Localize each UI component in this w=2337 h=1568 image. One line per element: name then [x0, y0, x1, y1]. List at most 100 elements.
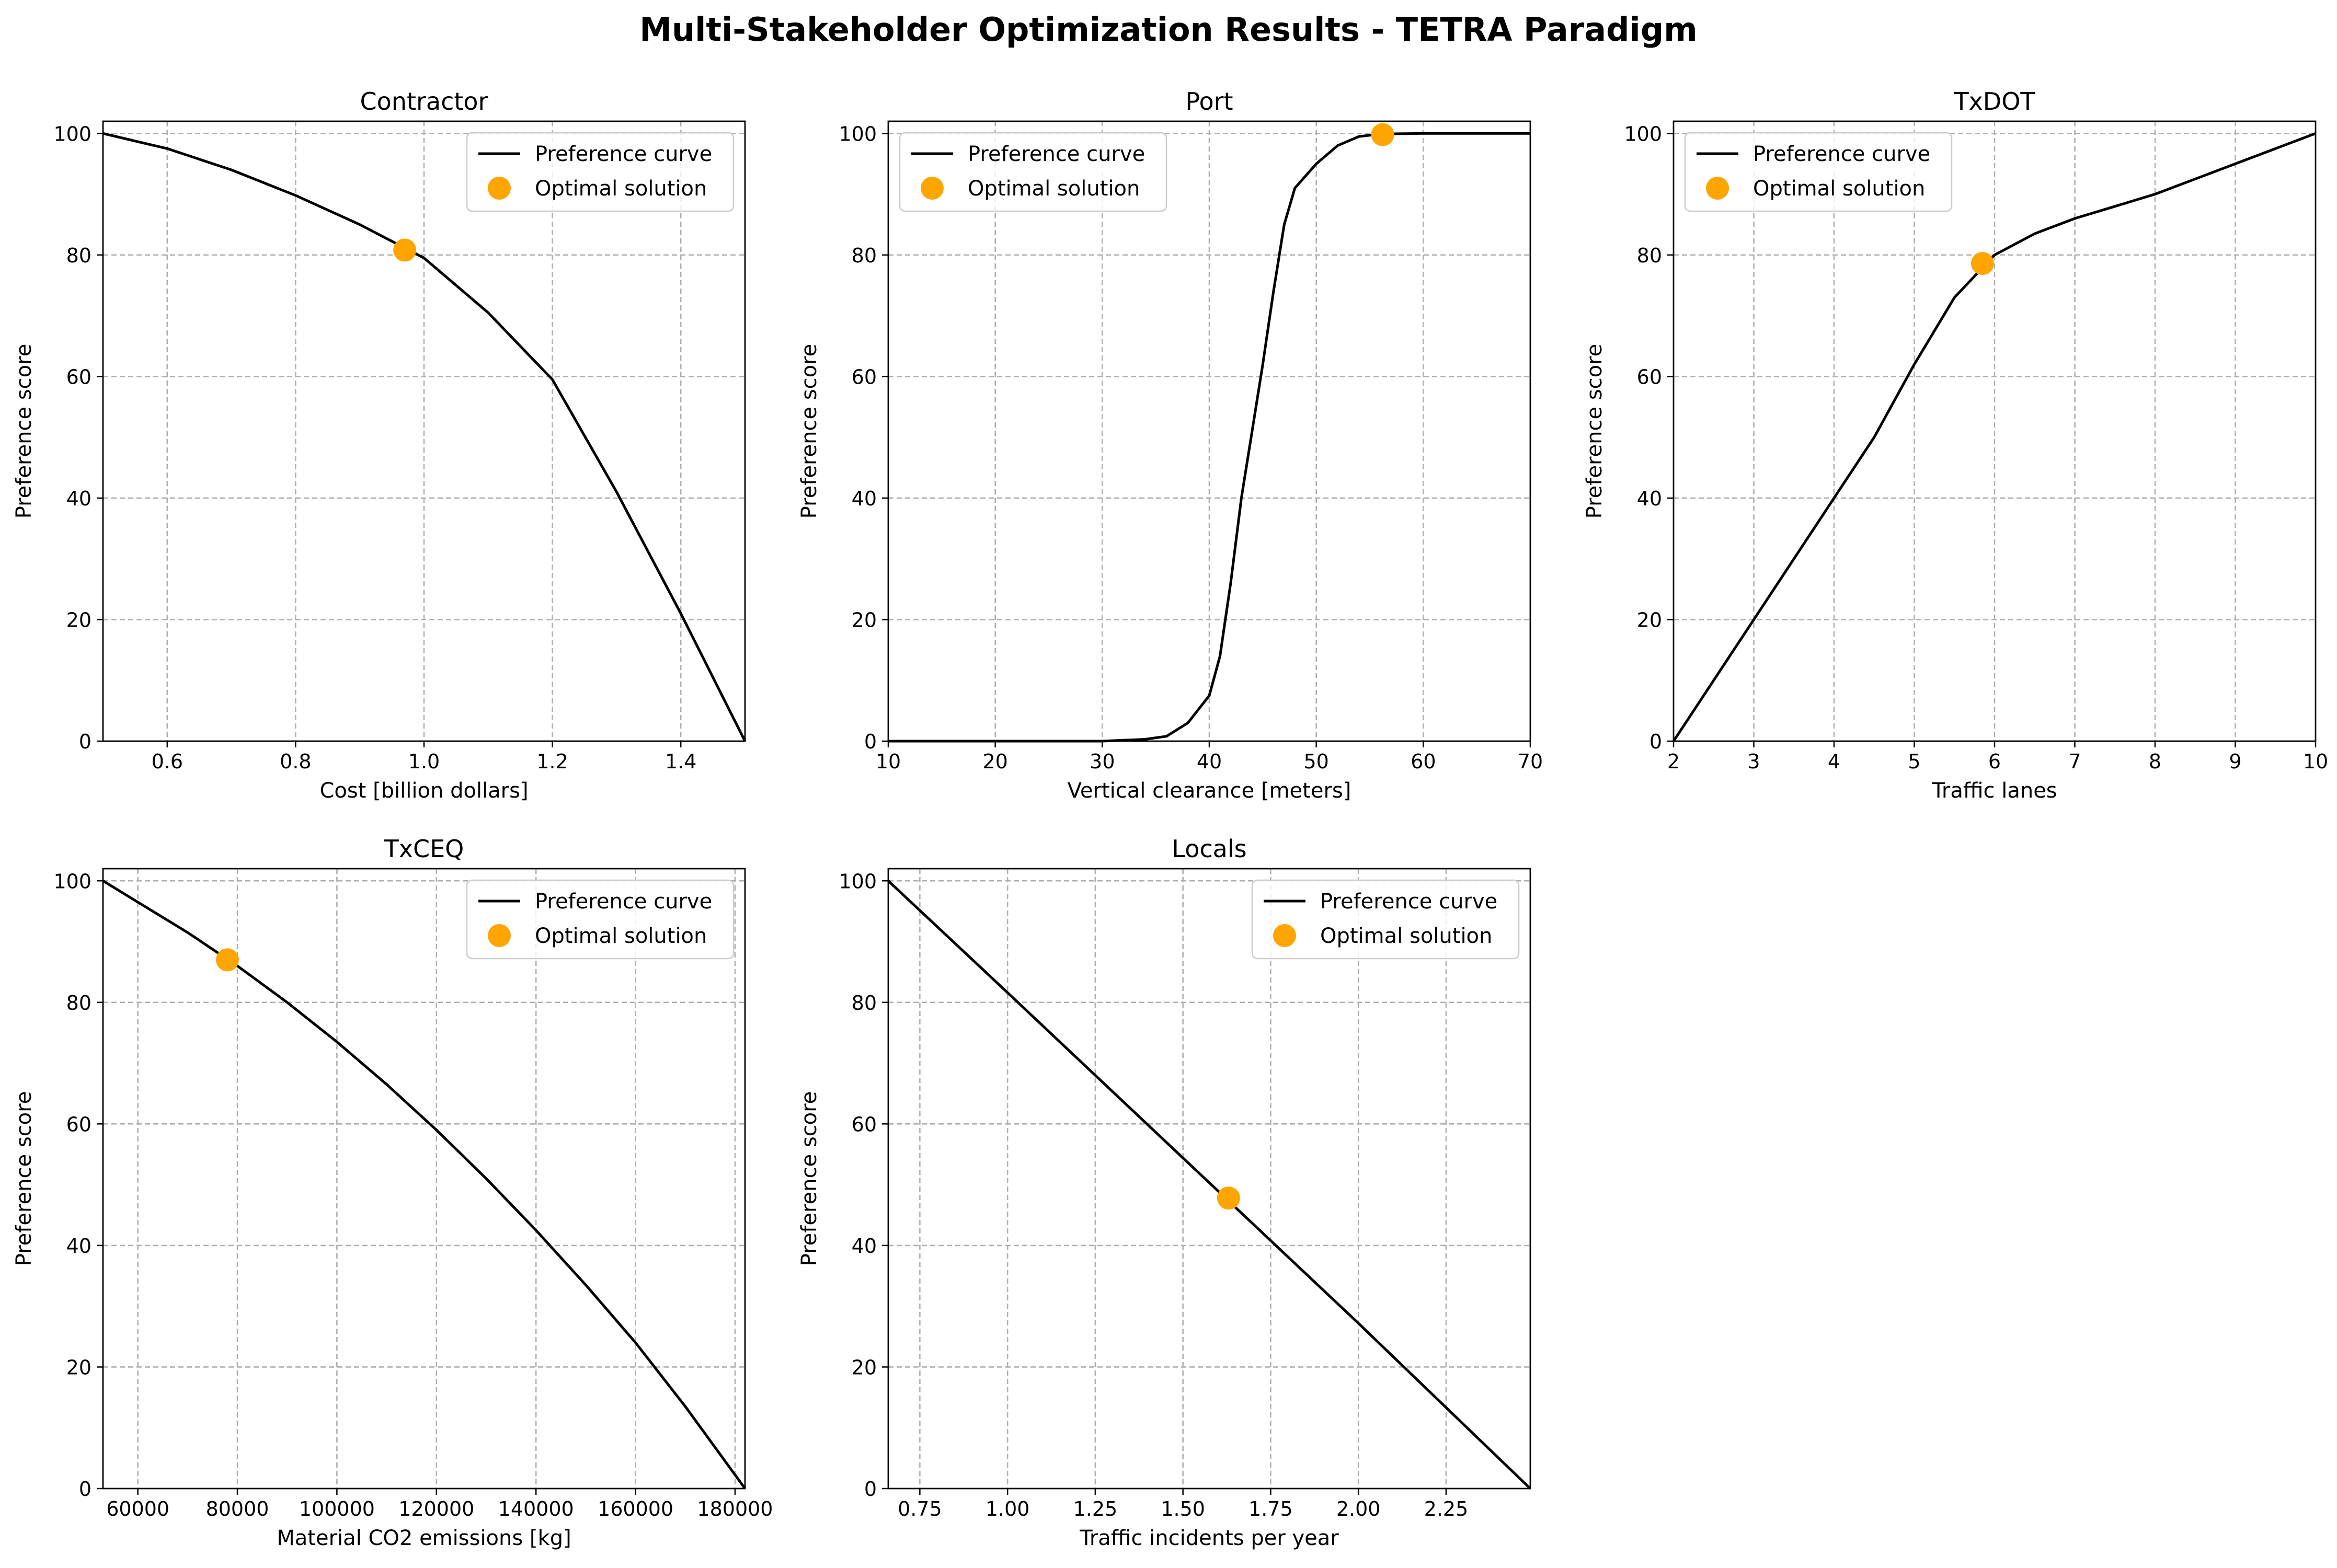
- legend: Preference curve Optimal solution: [1684, 132, 1953, 212]
- x-tick-label: 3: [1747, 750, 1760, 773]
- x-tick-label: 1.0: [408, 750, 440, 773]
- y-tick-label: 60: [1637, 365, 1662, 388]
- panel-title: TxDOT: [1953, 87, 2035, 116]
- x-tick-label: 120000: [398, 1497, 474, 1520]
- y-tick-label: 20: [66, 1356, 91, 1379]
- preference-curve-line: [887, 880, 1531, 1490]
- y-axis-label: Preference score: [12, 344, 36, 519]
- y-tick-label: 40: [852, 1235, 877, 1258]
- legend: Preference curve Optimal solution: [466, 132, 735, 212]
- legend-point-swatch: [1706, 177, 1729, 200]
- y-tick-label: 60: [66, 365, 91, 388]
- panel-locals: 0.75 1.00 1.25 1.50 1.75 2.00 2.25 0 20 40 60 80 100…: [797, 835, 1531, 1550]
- legend: Preference curve Optimal solution: [466, 879, 735, 960]
- legend-point-swatch: [488, 177, 511, 200]
- y-tick-label: 100: [53, 122, 91, 145]
- x-axis-label: Vertical clearance [meters]: [1068, 779, 1351, 803]
- legend-point-label: Optimal solution: [968, 177, 1140, 201]
- y-tick-label: 60: [852, 1113, 877, 1136]
- x-tick-label: 2.25: [1424, 1497, 1469, 1520]
- optimal-solution-point: [1217, 1186, 1240, 1210]
- x-tick-label: 7: [2068, 750, 2081, 773]
- y-tick-label: 80: [852, 244, 877, 267]
- legend-box: [1251, 879, 1520, 960]
- legend-point-label: Optimal solution: [1320, 924, 1492, 948]
- x-tick-label: 40: [1197, 750, 1222, 773]
- axes-frame: [102, 120, 746, 742]
- legend: Preference curve Optimal solution: [899, 132, 1167, 212]
- x-tick-label: 1.4: [665, 750, 696, 773]
- x-axis-label: Cost [billion dollars]: [319, 779, 528, 803]
- panel-title: Port: [1185, 87, 1233, 116]
- x-tick-label: 1.50: [1161, 1497, 1205, 1520]
- legend-point-swatch: [488, 924, 511, 947]
- figure-title: Multi-Stakeholder Optimization Results -…: [639, 10, 1697, 49]
- x-tick-label: 0.6: [152, 750, 183, 773]
- x-tick-label: 80000: [206, 1497, 269, 1520]
- axes-frame: [1672, 120, 2317, 742]
- x-tick-label: 0.8: [280, 750, 311, 773]
- x-tick-label: 1.25: [1073, 1497, 1118, 1520]
- panels: 0.6 0.8 1.0 1.2 1.4020406080100ContractorCos…: [12, 87, 2328, 1550]
- x-tick-label: 100000: [299, 1497, 375, 1520]
- panel-title: TxCEQ: [384, 835, 464, 863]
- legend-point-label: Optimal solution: [535, 924, 707, 948]
- x-tick-label: 5: [1908, 750, 1920, 773]
- y-tick-label: 80: [1637, 244, 1662, 267]
- axes-frame: [102, 868, 746, 1490]
- y-tick-label: 40: [66, 1235, 91, 1258]
- x-tick-label: 6: [1988, 750, 2001, 773]
- preference-curve-line: [888, 132, 1530, 743]
- x-tick-label: 60000: [106, 1497, 169, 1520]
- legend-curve-label: Preference curve: [535, 890, 712, 914]
- x-tick-label: 20: [982, 750, 1007, 773]
- legend-box: [899, 132, 1167, 212]
- x-tick-label: 70: [1518, 750, 1543, 773]
- legend-point-label: Optimal solution: [1753, 177, 1925, 201]
- legend-box: [466, 132, 735, 212]
- panel-title: Locals: [1172, 835, 1246, 863]
- y-tick-label: 0: [79, 1478, 91, 1501]
- panel-port: 10 20 30 40 50 60 70 0 20 40 60 80 100 Port Vertical c…: [797, 87, 1543, 803]
- x-tick-label: 1.2: [536, 750, 568, 773]
- x-tick-label: 30: [1090, 750, 1115, 773]
- x-tick-label: 2.00: [1336, 1497, 1381, 1520]
- preference-curve-line: [102, 880, 747, 1490]
- y-tick-label: 0: [864, 1478, 877, 1501]
- y-tick-label: 0: [79, 730, 91, 753]
- x-tick-label: 10: [876, 750, 901, 773]
- optimal-solution-point: [393, 238, 417, 262]
- x-axis-label: Traffic incidents per year: [1079, 1526, 1339, 1550]
- legend-point-label: Optimal solution: [535, 177, 707, 201]
- x-tick-label: 2: [1667, 750, 1680, 773]
- x-tick-label: 1.75: [1248, 1497, 1293, 1520]
- y-tick-label: 80: [66, 244, 91, 267]
- y-tick-label: 60: [66, 1113, 91, 1136]
- y-tick-label: 0: [864, 730, 877, 753]
- y-axis-label: Preference score: [1583, 344, 1607, 519]
- panel-txceq: 60000 80000 100000 120000 140000 160000 180000…: [12, 835, 773, 1550]
- preference-curve-line: [1672, 132, 2316, 742]
- y-tick-label: 60: [852, 365, 877, 388]
- x-tick-label: 180000: [697, 1497, 773, 1520]
- x-tick-label: 1.00: [986, 1497, 1030, 1520]
- y-tick-label: 40: [66, 487, 91, 510]
- y-tick-label: 100: [839, 122, 877, 145]
- y-axis-label: Preference score: [797, 344, 821, 519]
- y-tick-label: 20: [852, 608, 877, 631]
- x-axis-label: Traffic lanes: [1931, 779, 2057, 803]
- legend: Preference curve Optimal solution: [1251, 879, 1520, 960]
- x-tick-label: 160000: [598, 1497, 673, 1520]
- y-tick-label: 20: [66, 608, 91, 631]
- y-tick-label: 80: [66, 991, 91, 1014]
- optimal-solution-point: [215, 948, 239, 972]
- legend-curve-label: Preference curve: [1320, 890, 1497, 914]
- x-tick-label: 60: [1411, 750, 1436, 773]
- y-tick-label: 100: [53, 870, 91, 893]
- optimal-solution-point: [1371, 123, 1394, 146]
- preference-curve-line: [102, 132, 747, 742]
- x-tick-label: 4: [1828, 750, 1840, 773]
- y-axis-label: Preference score: [12, 1091, 36, 1266]
- y-axis-label: Preference score: [797, 1091, 821, 1266]
